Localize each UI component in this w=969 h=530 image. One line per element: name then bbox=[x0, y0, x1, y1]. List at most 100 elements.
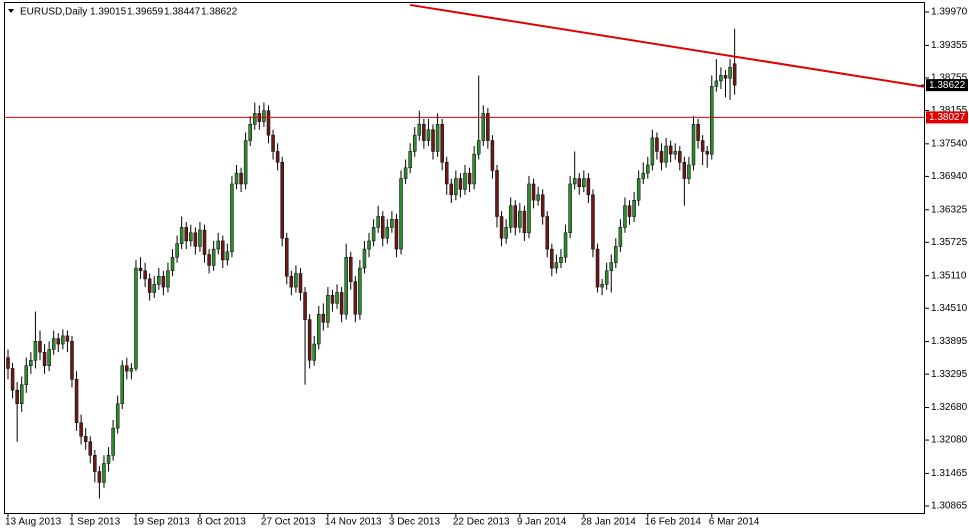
bid-label-box bbox=[926, 79, 968, 92]
candle-body bbox=[696, 124, 700, 141]
candle-body bbox=[88, 441, 93, 456]
candle-body bbox=[42, 351, 47, 366]
y-tick-label: 1.35725 bbox=[931, 237, 968, 248]
candle-body bbox=[668, 145, 673, 155]
y-tick-label: 1.37540 bbox=[931, 138, 968, 149]
bid-label: 1.38622 bbox=[929, 80, 966, 91]
candle-body bbox=[376, 216, 380, 228]
candle-body bbox=[362, 248, 367, 269]
candle-body bbox=[417, 124, 422, 136]
x-tick-label: 13 Aug 2013 bbox=[5, 517, 62, 528]
candle-body bbox=[221, 240, 225, 261]
level-label-box bbox=[926, 111, 968, 124]
header-close: 1.38622 bbox=[201, 7, 238, 18]
candle-body bbox=[454, 178, 458, 196]
candle-body bbox=[508, 205, 513, 228]
candle-body bbox=[385, 227, 390, 239]
x-tick-label: 27 Oct 2013 bbox=[261, 517, 316, 528]
candle-body bbox=[394, 218, 399, 250]
candle-body bbox=[732, 63, 737, 86]
candle-body bbox=[193, 232, 198, 247]
y-tick-label: 1.32680 bbox=[931, 402, 968, 413]
candle-body bbox=[458, 178, 463, 190]
y-tick-label: 1.33295 bbox=[931, 369, 968, 380]
candle-body bbox=[202, 229, 207, 255]
candle-body bbox=[572, 178, 577, 185]
candle-body bbox=[330, 294, 335, 304]
candle-body bbox=[335, 292, 339, 304]
candle-body bbox=[239, 172, 243, 185]
candle-body bbox=[234, 172, 239, 185]
candle-body bbox=[604, 270, 609, 285]
x-tick-label: 3 Dec 2013 bbox=[389, 517, 441, 528]
candle-body bbox=[371, 227, 376, 242]
candle-body bbox=[431, 129, 435, 152]
candle-body bbox=[243, 140, 248, 185]
x-tick-label: 16 Feb 2014 bbox=[645, 517, 702, 528]
candle-body bbox=[632, 200, 636, 217]
candle-body bbox=[253, 113, 257, 125]
menu-arrow[interactable] bbox=[8, 9, 14, 13]
candle-body bbox=[390, 218, 394, 228]
candle-body bbox=[719, 75, 723, 82]
candle-body bbox=[467, 172, 472, 185]
candle-body bbox=[179, 227, 184, 244]
candle-body bbox=[655, 137, 659, 152]
candle-body bbox=[472, 153, 476, 185]
candle-body bbox=[714, 80, 719, 87]
candle-body bbox=[147, 278, 152, 293]
candle-body bbox=[170, 256, 175, 272]
candle-body bbox=[554, 262, 559, 269]
candle-body bbox=[435, 124, 440, 152]
x-tick-label: 6 Mar 2014 bbox=[709, 517, 760, 528]
candle-body bbox=[65, 335, 70, 342]
candle-body bbox=[289, 275, 294, 288]
candle-body bbox=[47, 349, 51, 366]
x-tick-label: 22 Dec 2013 bbox=[453, 517, 510, 528]
candle-body bbox=[321, 313, 326, 323]
candle-body bbox=[129, 368, 134, 372]
candle-body bbox=[463, 172, 467, 190]
candle-body bbox=[531, 183, 536, 201]
candle-body bbox=[10, 368, 15, 391]
candle-body bbox=[678, 151, 682, 163]
candle-body bbox=[540, 194, 545, 217]
candle-body bbox=[687, 164, 691, 179]
candle-body bbox=[476, 140, 481, 155]
candle-body bbox=[705, 151, 709, 155]
candle-body bbox=[710, 86, 714, 155]
candle-body bbox=[527, 183, 531, 234]
candle-body bbox=[618, 227, 623, 247]
candle-body bbox=[216, 240, 220, 250]
candle-body bbox=[627, 205, 632, 217]
y-tick-label: 1.36325 bbox=[931, 204, 968, 215]
candle-body bbox=[83, 436, 88, 442]
candle-body bbox=[211, 248, 216, 266]
y-tick-label: 1.32080 bbox=[931, 435, 968, 446]
candle-body bbox=[138, 267, 143, 272]
candle-body bbox=[198, 229, 202, 247]
plot-frame bbox=[4, 2, 925, 514]
candle-body bbox=[700, 140, 705, 152]
candle-body bbox=[207, 254, 211, 266]
y-tick-label: 1.36940 bbox=[931, 171, 968, 182]
candle-body bbox=[106, 455, 111, 464]
symbol: EURUSD,Daily bbox=[20, 7, 87, 18]
x-tick-label: 19 Sep 2013 bbox=[133, 517, 190, 528]
candle-body bbox=[550, 248, 554, 269]
candle-body bbox=[545, 216, 550, 250]
candle-body bbox=[271, 134, 275, 152]
candle-body bbox=[358, 267, 362, 315]
candle-body bbox=[536, 194, 540, 201]
y-tick-label: 1.31465 bbox=[931, 468, 968, 479]
y-tick-label: 1.33895 bbox=[931, 336, 968, 347]
candle-body bbox=[152, 284, 156, 293]
candle-body bbox=[609, 262, 613, 272]
candle-body bbox=[367, 240, 371, 250]
candle-body bbox=[262, 110, 266, 122]
y-tick-label: 1.38755 bbox=[931, 73, 968, 84]
candle-body bbox=[673, 151, 677, 155]
candle-body bbox=[120, 365, 124, 404]
candle-body bbox=[93, 455, 97, 472]
candle-body bbox=[79, 422, 83, 437]
